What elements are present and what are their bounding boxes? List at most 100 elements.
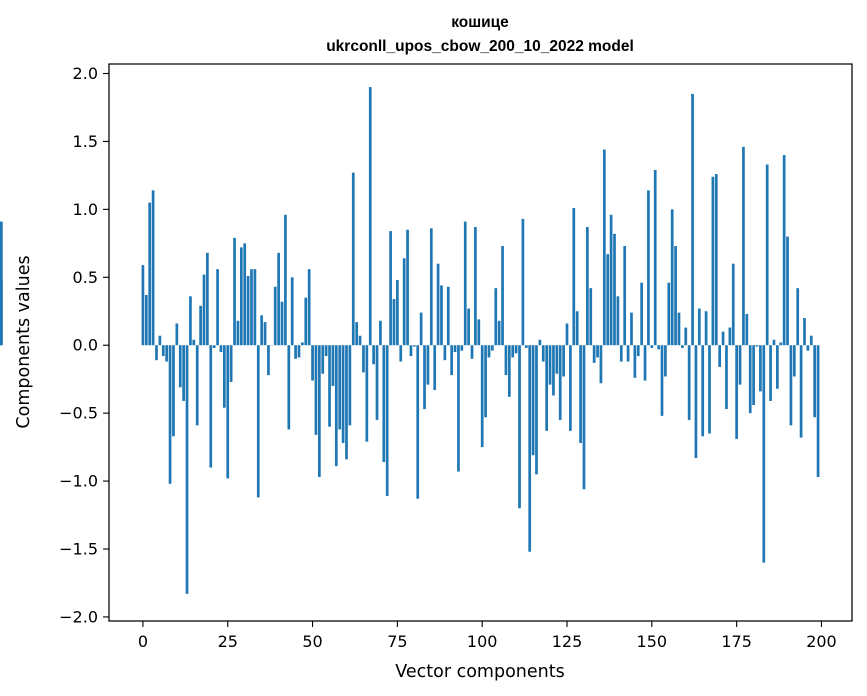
bar bbox=[141, 265, 145, 346]
bar bbox=[647, 190, 650, 346]
bar bbox=[633, 345, 637, 378]
x-axis-label: Vector components bbox=[395, 662, 564, 682]
bar bbox=[572, 208, 576, 346]
bar bbox=[684, 327, 688, 346]
bar bbox=[613, 233, 616, 346]
bar bbox=[565, 323, 569, 346]
bar bbox=[691, 93, 694, 346]
x-tick-label: 0 bbox=[138, 632, 148, 651]
bar bbox=[538, 339, 542, 346]
bar bbox=[494, 288, 498, 346]
bar bbox=[769, 345, 772, 401]
bar bbox=[514, 345, 518, 354]
bar bbox=[233, 237, 236, 346]
bar bbox=[694, 345, 698, 458]
bar bbox=[192, 339, 196, 346]
bar bbox=[528, 345, 532, 552]
bar bbox=[321, 345, 325, 374]
bar bbox=[324, 345, 328, 357]
y-axis-label: Components values bbox=[14, 255, 34, 428]
bar bbox=[392, 299, 396, 346]
bar bbox=[216, 269, 219, 346]
bar bbox=[256, 345, 260, 498]
bar bbox=[416, 345, 420, 499]
bar bbox=[155, 345, 158, 361]
bar bbox=[575, 311, 579, 346]
bar bbox=[470, 345, 474, 359]
bar bbox=[287, 345, 291, 430]
bar bbox=[453, 345, 457, 353]
bar bbox=[402, 258, 406, 346]
x-tick-label: 200 bbox=[806, 632, 837, 651]
bar bbox=[294, 345, 297, 359]
y-tick-label: −1.0 bbox=[59, 472, 98, 491]
bar bbox=[552, 345, 555, 396]
bar bbox=[168, 345, 172, 484]
x-axis-ticks: 0 25 50 75 100 125 150 175 200 bbox=[138, 621, 837, 651]
bar bbox=[396, 280, 399, 346]
bar bbox=[803, 318, 806, 346]
bar bbox=[423, 345, 426, 410]
bar bbox=[748, 345, 752, 414]
bar bbox=[626, 345, 630, 362]
bar bbox=[636, 345, 640, 357]
y-tick-label: −2.0 bbox=[59, 607, 98, 626]
bar bbox=[816, 345, 820, 477]
bar bbox=[209, 345, 213, 468]
bar bbox=[385, 345, 389, 497]
y-tick-label: 1.0 bbox=[73, 200, 98, 219]
bar bbox=[752, 345, 755, 405]
bar bbox=[674, 246, 677, 346]
bar bbox=[541, 345, 545, 362]
bar bbox=[161, 345, 165, 357]
bar bbox=[735, 345, 738, 439]
bar bbox=[362, 345, 365, 373]
bar bbox=[596, 345, 599, 358]
bar bbox=[477, 319, 481, 346]
bar bbox=[219, 345, 223, 353]
bar bbox=[457, 345, 460, 472]
bar bbox=[708, 345, 711, 434]
bar bbox=[260, 315, 264, 346]
bar bbox=[609, 214, 613, 346]
bar bbox=[704, 311, 708, 346]
bar bbox=[657, 345, 660, 350]
bar bbox=[643, 345, 647, 381]
bar bbox=[263, 322, 267, 346]
bar bbox=[379, 320, 382, 346]
bar bbox=[338, 345, 342, 430]
bar bbox=[284, 214, 287, 346]
bar bbox=[348, 345, 352, 426]
bar bbox=[222, 345, 226, 408]
bar bbox=[212, 345, 216, 348]
bar bbox=[765, 164, 769, 346]
bar bbox=[616, 296, 620, 346]
bar bbox=[334, 345, 338, 467]
bar bbox=[314, 345, 318, 435]
bar bbox=[799, 345, 803, 438]
bar bbox=[670, 209, 674, 346]
bar bbox=[586, 227, 589, 346]
bar bbox=[558, 345, 562, 420]
x-tick-label: 125 bbox=[552, 632, 583, 651]
bar bbox=[250, 269, 253, 346]
x-tick-label: 175 bbox=[721, 632, 752, 651]
bar bbox=[681, 345, 684, 348]
bar bbox=[399, 345, 403, 362]
bar bbox=[789, 345, 793, 426]
bar bbox=[202, 274, 206, 346]
bar bbox=[345, 345, 348, 460]
bar bbox=[446, 286, 450, 346]
x-tick-label: 100 bbox=[467, 632, 498, 651]
bar bbox=[589, 288, 593, 346]
bar bbox=[368, 87, 372, 346]
bar bbox=[677, 312, 681, 346]
bar bbox=[619, 345, 623, 362]
bar bbox=[419, 312, 423, 346]
bar bbox=[382, 345, 386, 463]
bar bbox=[165, 345, 169, 362]
bar bbox=[507, 345, 511, 397]
bar bbox=[772, 339, 776, 346]
bar bbox=[148, 202, 152, 346]
bar bbox=[623, 246, 627, 346]
